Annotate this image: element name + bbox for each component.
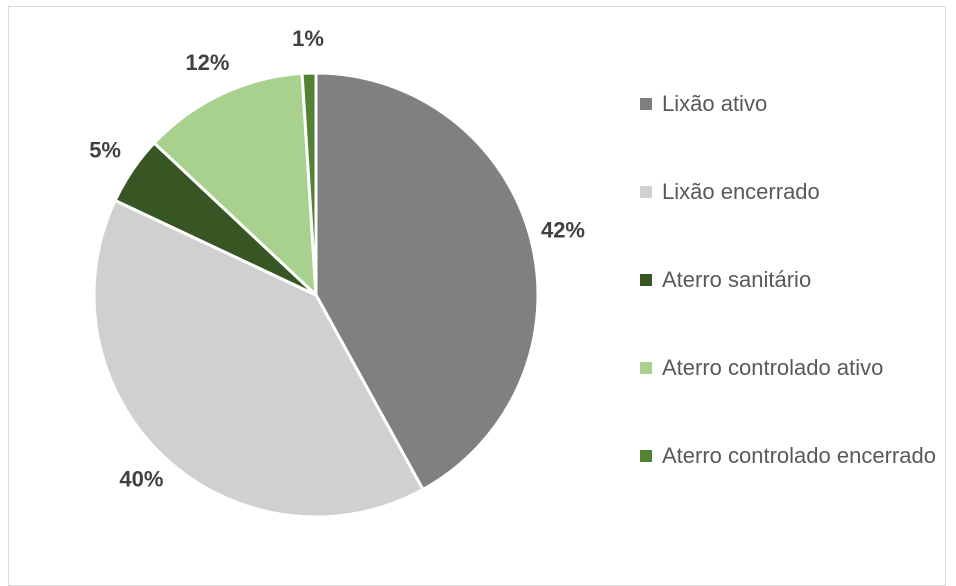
legend-item: Aterro sanitário (640, 262, 940, 350)
pie-slice (300, 71, 318, 296)
legend-label: Lixão encerrado (662, 179, 820, 204)
data-label: 42% (541, 217, 585, 242)
legend-label: Aterro controlado ativo (662, 355, 884, 380)
data-label: 12% (185, 50, 229, 75)
legend-item: Lixão encerrado (640, 174, 940, 262)
pie-slice (314, 71, 540, 492)
legend-item: Lixão ativo (640, 86, 940, 174)
data-label: 1% (292, 26, 324, 51)
legend-swatch (640, 362, 652, 374)
pie-slice (92, 198, 425, 519)
legend-item: Aterro controlado ativo (640, 350, 940, 438)
legend-swatch (640, 450, 652, 462)
legend: Lixão ativo Lixão encerrado Aterro sanitár… (640, 86, 940, 526)
legend-swatch (640, 98, 652, 110)
legend-swatch (640, 274, 652, 286)
legend-label: Aterro sanitário (662, 267, 812, 292)
legend-label: Lixão ativo (662, 91, 768, 116)
legend-swatch (640, 186, 652, 198)
data-label: 40% (119, 467, 163, 492)
data-label: 5% (89, 137, 121, 162)
legend-item: Aterro controlado encerrado (640, 438, 940, 526)
pie-slice (152, 71, 318, 299)
legend-label: Aterro controlado encerrado (662, 443, 936, 468)
